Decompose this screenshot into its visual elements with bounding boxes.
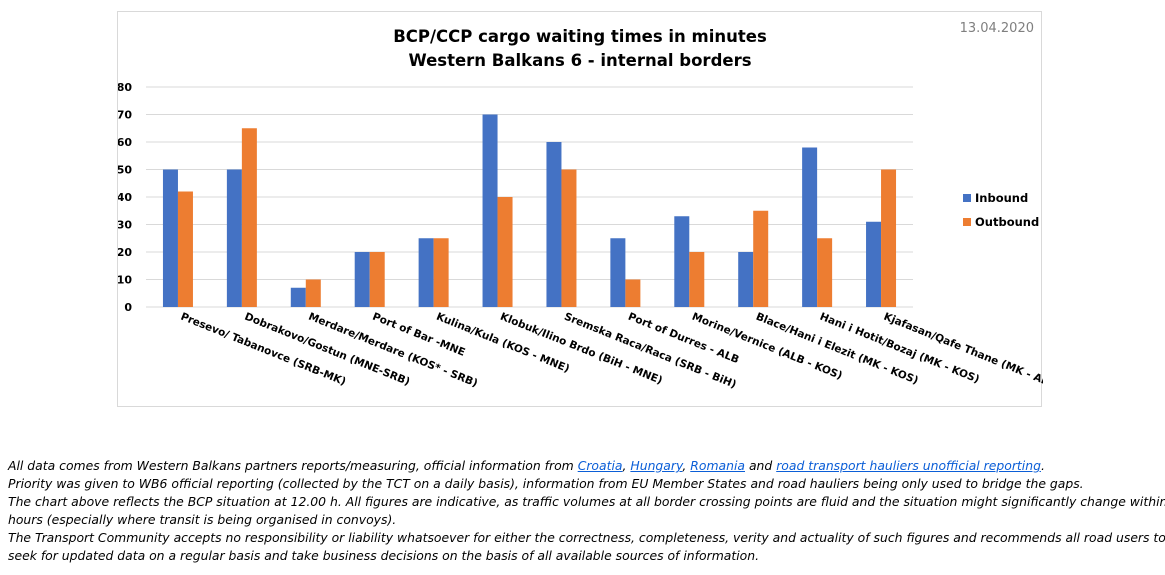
- bar-outbound-9: [753, 210, 769, 307]
- hungary-link[interactable]: Hungary: [630, 458, 683, 473]
- bar-outbound-11: [881, 169, 897, 307]
- y-tick-label: 50: [118, 164, 132, 177]
- y-tick-label: 80: [118, 81, 132, 94]
- bar-inbound-2: [290, 287, 306, 307]
- bar-outbound-7: [625, 279, 641, 307]
- chart-subtitle: Western Balkans 6 - internal borders: [408, 51, 751, 70]
- y-tick-label: 30: [118, 219, 132, 232]
- bar-inbound-8: [674, 216, 690, 307]
- bar-outbound-3: [369, 252, 385, 307]
- legend-label-outbound: Outbound: [975, 215, 1039, 229]
- legend-label-inbound: Inbound: [975, 191, 1028, 205]
- legend-swatch-inbound: [963, 194, 971, 202]
- bar-outbound-10: [817, 238, 833, 307]
- y-tick-label: 0: [124, 301, 132, 314]
- bar-inbound-4: [418, 238, 434, 307]
- note-line: All data comes from Western Balkans part…: [8, 458, 1045, 473]
- bar-outbound-1: [241, 128, 257, 307]
- chart-title: BCP/CCP cargo waiting times in minutes: [393, 27, 767, 46]
- y-tick-label: 10: [118, 274, 132, 287]
- note-line: The chart above reflects the BCP situati…: [8, 494, 1165, 509]
- bar-inbound-3: [354, 252, 370, 307]
- legend: Inbound Outbound: [963, 191, 1039, 229]
- note-line: hours (especially where transit is being…: [8, 512, 397, 527]
- y-tick-label: 70: [118, 109, 132, 122]
- disclaimer-notes: All data comes from Western Balkans part…: [8, 457, 1165, 565]
- date-stamp: 13.04.2020: [960, 21, 1034, 36]
- bar-inbound-5: [482, 114, 498, 307]
- croatia-link[interactable]: Croatia: [577, 458, 623, 473]
- bar-outbound-0: [177, 191, 193, 307]
- bar-outbound-2: [305, 279, 321, 307]
- bar-inbound-7: [610, 238, 626, 307]
- bar-outbound-6: [561, 169, 577, 307]
- y-tick-label: 20: [118, 246, 132, 259]
- bar-inbound-6: [546, 142, 562, 307]
- hauliers-reporting-link[interactable]: road transport hauliers unofficial repor…: [776, 458, 1041, 473]
- bar-outbound-4: [433, 238, 449, 307]
- gridlines: [146, 86, 913, 308]
- note-line: Priority was given to WB6 official repor…: [8, 476, 1084, 491]
- chart-area: 0 10 20 30 40 50 60 70 80 Presevo/ Tabanovce (SRB…: [117, 11, 1043, 407]
- bar-inbound-10: [802, 147, 818, 307]
- bar-inbound-0: [162, 169, 178, 307]
- bar-outbound-8: [689, 252, 705, 307]
- bar-outbound-5: [497, 197, 513, 307]
- bar-inbound-11: [866, 221, 882, 307]
- bar-inbound-9: [738, 252, 754, 307]
- y-tick-label: 60: [118, 136, 132, 149]
- bars: [162, 114, 897, 307]
- romania-link[interactable]: Romania: [690, 458, 745, 473]
- note-line: The Transport Community accepts no respo…: [8, 530, 1165, 545]
- legend-swatch-outbound: [963, 218, 971, 226]
- note-line: seek for updated data on a regular basis…: [8, 548, 760, 563]
- bar-inbound-1: [226, 169, 242, 307]
- y-tick-label: 40: [118, 191, 132, 204]
